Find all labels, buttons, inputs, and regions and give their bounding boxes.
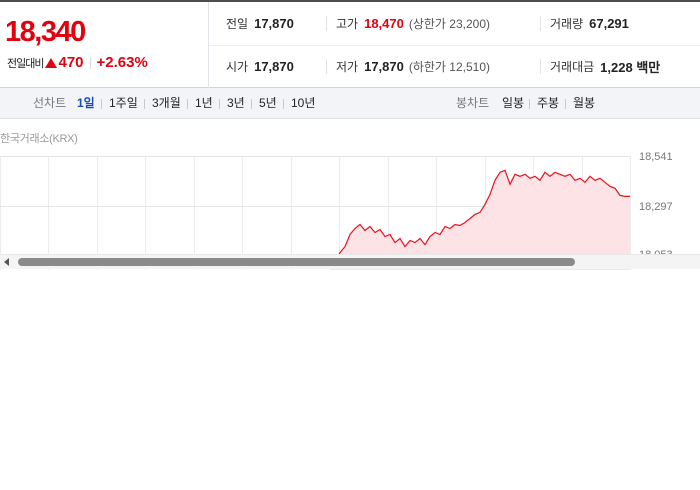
chart-period-bar: 선차트 1일 1주일 3개월 1년 3년 5년 10년 봉차트 일봉 주봉 월봉 [0,88,700,119]
candle-chart-label: 봉차트 [456,96,490,110]
stat-volume: 거래량 67,291 [540,2,629,45]
stat-label: 거래대금 [550,60,595,74]
tab-5-years[interactable]: 5년 [259,96,277,110]
stat-low: 저가 17,870 (하한가 12,510) [326,45,490,88]
tab-weekly-candle[interactable]: 주봉 [537,96,560,110]
stat-label: 시가 [226,60,249,74]
tab-3-months[interactable]: 3개월 [152,96,181,110]
up-triangle-icon [45,57,58,68]
tab-1-year[interactable]: 1년 [195,96,213,110]
tab-daily-candle[interactable]: 일봉 [502,96,525,110]
price-area-fill [330,170,630,270]
upper-limit: (상한가 23,200) [408,17,491,31]
tab-divider [144,99,145,109]
stat-high: 고가 18,470 (상한가 23,200) [326,2,490,45]
price-line [329,169,630,262]
current-price-block: 18,340 전일대비 470 +2.63% [0,2,209,88]
price-change-row: 전일대비 470 +2.63% [7,54,148,71]
tab-divider [251,99,252,109]
tab-divider [101,99,102,109]
current-price: 18,340 [5,16,86,48]
tab-monthly-candle[interactable]: 월봉 [573,96,596,110]
stat-value: 1,228 백만 [600,60,661,75]
stat-value: 17,870 [254,59,294,74]
lower-limit: (하한가 12,510) [408,60,491,74]
tab-divider [529,99,530,109]
stat-label: 전일 [226,17,249,31]
price-summary: 18,340 전일대비 470 +2.63% 전일 17,870 고가 18,4… [0,0,700,88]
stat-label: 고가 [336,17,359,31]
divider [89,56,91,69]
scrollbar-thumb[interactable] [18,258,575,266]
stat-prev-close: 전일 17,870 [226,2,294,45]
change-rate: +2.63% [96,54,148,71]
stat-value: 67,291 [589,16,629,31]
tab-1-day[interactable]: 1일 [77,96,95,110]
stat-label: 저가 [336,60,359,74]
tab-divider [219,99,220,109]
stats-row-2: 시가 17,870 저가 17,870 (하한가 12,510) 거래대금 1,… [209,45,700,88]
tab-divider [283,99,284,109]
stats-row-1: 전일 17,870 고가 18,470 (상한가 23,200) 거래량 67,… [209,2,700,46]
y-tick-label: 18,541 [639,151,673,163]
y-tick-label: 18,297 [639,201,673,213]
tab-10-years[interactable]: 10년 [291,96,316,110]
stat-value: 17,870 [364,59,404,74]
scroll-left-arrow-icon[interactable] [4,258,9,266]
line-chart-label: 선차트 [33,96,67,110]
tab-3-years[interactable]: 3년 [227,96,245,110]
chart-horizontal-scrollbar[interactable] [0,254,700,269]
quote-stats: 전일 17,870 고가 18,470 (상한가 23,200) 거래량 67,… [209,2,700,88]
stat-value: 18,470 [364,16,404,31]
stat-open: 시가 17,870 [226,45,294,88]
stat-trade-value: 거래대금 1,228 백만 [540,45,660,88]
change-label: 전일대비 [7,57,44,70]
stat-value: 17,870 [254,16,294,31]
stat-label: 거래량 [550,17,584,31]
tab-divider [565,99,566,109]
tab-1-week[interactable]: 1주일 [109,96,138,110]
data-source-label: 한국거래소(KRX) [0,133,78,145]
tab-divider [187,99,188,109]
change-amount: 470 [58,54,84,71]
